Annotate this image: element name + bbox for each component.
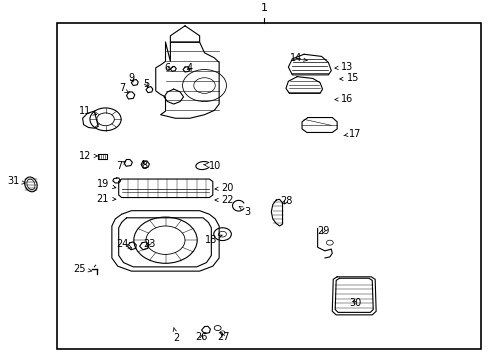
Text: 14: 14 [289, 53, 307, 63]
Text: 11: 11 [79, 106, 97, 116]
Text: 29: 29 [317, 226, 329, 236]
Text: 31: 31 [7, 176, 25, 186]
Text: 3: 3 [239, 207, 250, 217]
Text: 17: 17 [343, 129, 361, 139]
Text: 15: 15 [339, 73, 359, 84]
Text: 26: 26 [195, 332, 207, 342]
Text: 13: 13 [334, 62, 352, 72]
Text: 7: 7 [119, 84, 128, 93]
Text: 7: 7 [116, 161, 125, 171]
Text: 8: 8 [141, 161, 147, 171]
Text: 5: 5 [142, 79, 149, 89]
Text: 20: 20 [215, 183, 233, 193]
Text: 9: 9 [128, 73, 134, 83]
Text: 27: 27 [217, 332, 230, 342]
Text: 6: 6 [164, 63, 170, 73]
Text: 1: 1 [260, 3, 267, 13]
Text: 18: 18 [204, 235, 222, 245]
Text: 19: 19 [97, 179, 116, 189]
Text: 16: 16 [334, 94, 352, 104]
Text: 23: 23 [143, 239, 155, 249]
Text: 25: 25 [73, 264, 92, 274]
Text: 2: 2 [173, 328, 179, 343]
Text: 12: 12 [79, 151, 97, 161]
Text: 24: 24 [116, 239, 131, 249]
Text: 22: 22 [215, 195, 234, 205]
Text: 30: 30 [349, 298, 361, 308]
Text: 21: 21 [96, 194, 116, 204]
Text: 10: 10 [203, 161, 221, 171]
Text: 28: 28 [279, 196, 291, 206]
Bar [57, 23, 480, 348]
Text: 4: 4 [186, 63, 193, 73]
